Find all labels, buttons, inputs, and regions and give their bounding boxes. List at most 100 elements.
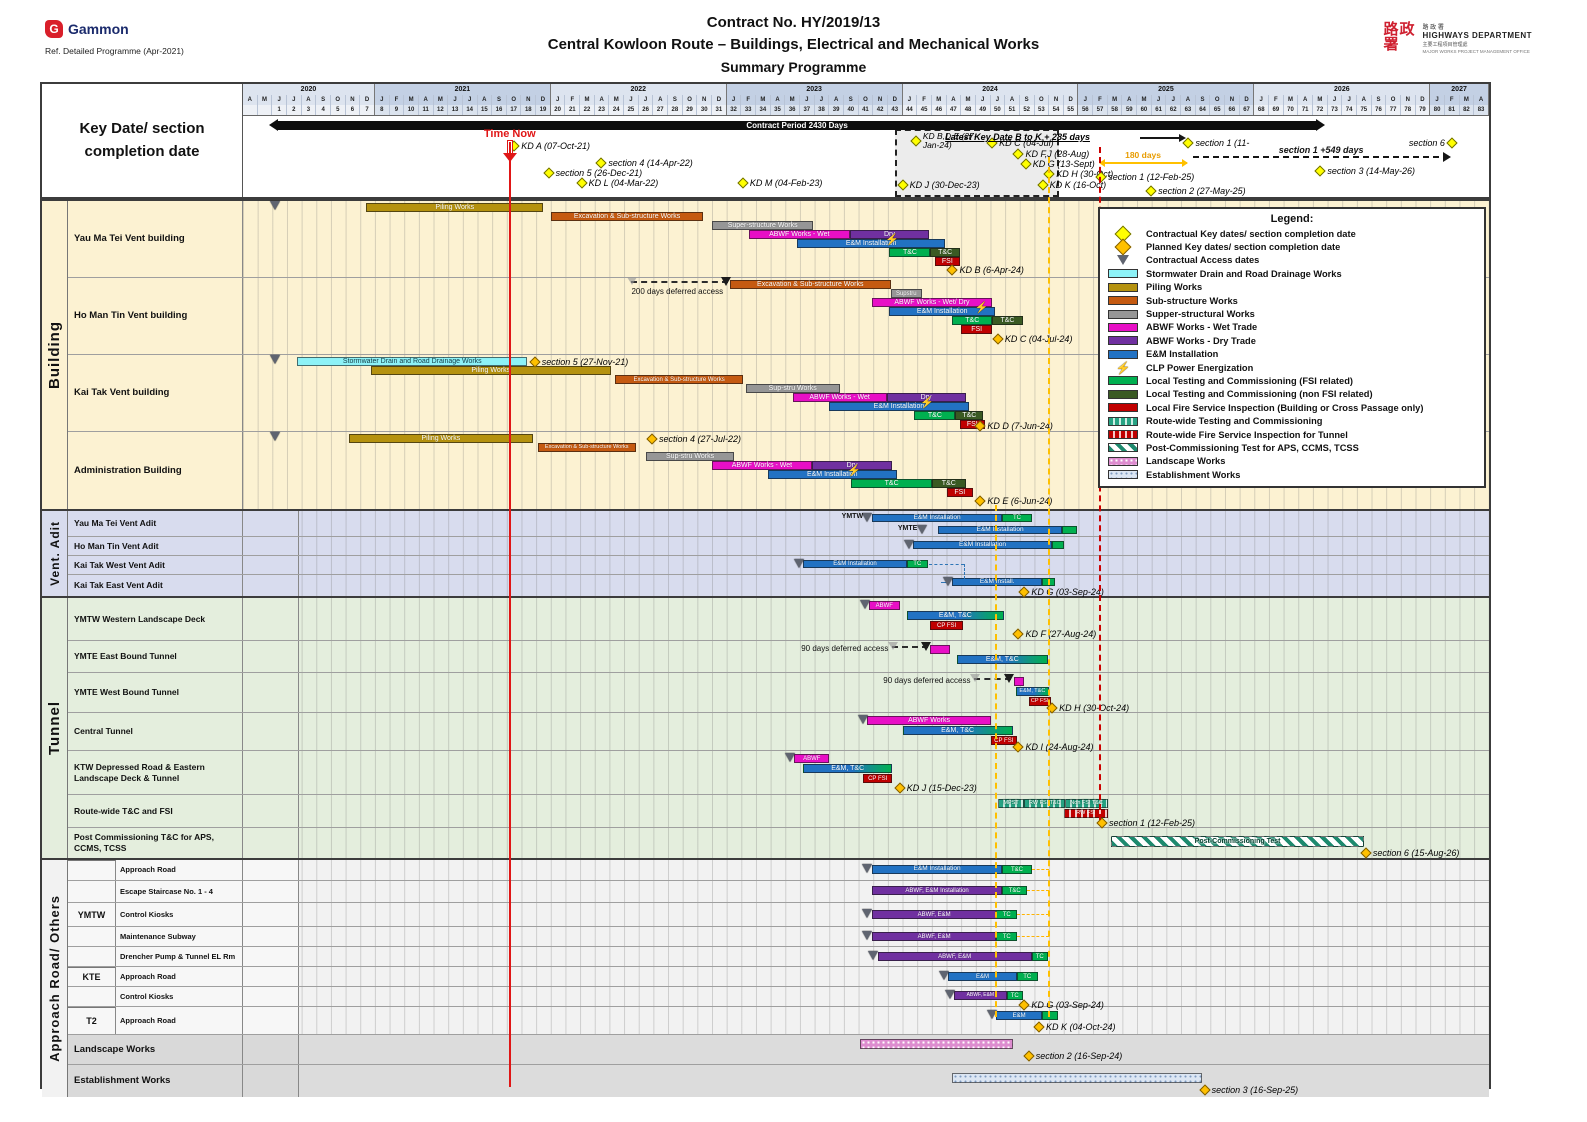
number-cell: 7	[365, 107, 369, 113]
month-cell: J	[1430, 95, 1445, 105]
row-chart-area: ABWF Works E&M, T&C CP FSI KD I (24-Aug-24)	[243, 713, 1489, 753]
number-cell: 3	[302, 105, 317, 115]
group-label-cell: T2	[68, 1007, 116, 1034]
gantt-bar-tc2: T&C	[930, 248, 960, 257]
milestone-label: KD G (03-Sep-24)	[1031, 587, 1104, 597]
legend-label: ABWF Works - Wet Trade	[1146, 322, 1258, 333]
legend-item: Landscape Works	[1108, 455, 1476, 468]
bar-label: MPST	[1003, 799, 1019, 806]
gantt-bar-dry: Dry	[811, 461, 893, 470]
bar-label: ABWF	[875, 602, 893, 609]
bar-label: T&C	[962, 412, 977, 419]
number-cell: 72	[1313, 105, 1328, 115]
gantt-row: YMTE West Bound Tunnel 90 days deferred a…	[68, 673, 1489, 714]
bar-label: Post-Commissioning Test	[1194, 838, 1281, 845]
deferred-access-label: 200 days deferred access	[631, 287, 724, 296]
legend-label: Stormwater Drain and Road Drainage Works	[1146, 268, 1342, 279]
milestone-label: KD A (07-Oct-21)	[521, 141, 591, 151]
number-cell: 73	[1328, 105, 1343, 115]
month-cell: D	[1244, 97, 1249, 103]
gantt-row: Establishment Works section 3 (16-Sep-25)	[68, 1065, 1489, 1097]
bar-label: E&M Installation	[873, 403, 925, 410]
milestone-diamond-icon	[1360, 847, 1372, 859]
month-cell: M	[1108, 95, 1123, 105]
row-chart-area: Post-Commissioning Test section 6 (15-Aug…	[243, 828, 1489, 859]
milestone-diamond-icon	[992, 333, 1004, 345]
time-now-arrow-icon	[502, 140, 517, 162]
row-label: YMTE East Bound Tunnel	[68, 641, 243, 672]
milestone-label: KD G (13-Sept)	[1032, 159, 1095, 169]
gantt-row: KTE Approach Road E&M TC	[68, 967, 1489, 987]
number-cell: 45	[917, 105, 932, 115]
gantt-bar-super: Supstru	[890, 289, 922, 298]
row-label: KTW Depressed Road & Eastern Landscape D…	[68, 751, 243, 794]
milestone-label: section 3 (16-Sep-25)	[1211, 1085, 1299, 1095]
number-cell: 66	[1225, 105, 1240, 115]
number-cell: 77	[1386, 105, 1401, 115]
number-cell: 17	[507, 105, 522, 115]
gantt-row: Escape Staircase No. 1 - 4 ABWF, E&M Inst…	[68, 881, 1489, 903]
row-chart-area: E&M Installation T&C	[243, 860, 1489, 880]
planned-milestone: KD I (24-Aug-24)	[1012, 741, 1093, 753]
month-cell: M	[1284, 95, 1299, 105]
gantt-bar-dry: ABWF, E&M	[953, 991, 1007, 1000]
bar-label: E&M, T&C	[941, 727, 975, 734]
month-cell: M	[609, 95, 625, 105]
legend-swatch-dry	[1108, 336, 1138, 346]
number-cell: 40	[844, 105, 859, 115]
milestone-label: section 3 (14-May-26)	[1327, 166, 1415, 176]
row-label: Control Kiosks	[116, 903, 243, 926]
number-cell: 76	[1372, 105, 1387, 115]
milestone-label: section 4 (27-Jul-22)	[658, 434, 742, 444]
access-date-triangle-icon	[270, 432, 281, 441]
milestone-label: section 4 (14-Apr-22)	[608, 158, 693, 168]
gantt-bar-tc1: TC	[907, 560, 928, 568]
legend-item: Stormwater Drain and Road Drainage Works	[1108, 267, 1476, 280]
bar-label: ABWF Works - Wet	[809, 394, 870, 401]
number-cell: 43	[891, 107, 899, 113]
bar-label: T&C	[965, 317, 980, 324]
legend-item: Establishment Works	[1108, 468, 1476, 481]
bar-label: TC	[1023, 973, 1032, 980]
gantt-bar-wet: ABWF	[868, 601, 900, 610]
contract-number: Contract No. HY/2019/13	[706, 14, 881, 31]
access-date-triangle-icon	[784, 753, 795, 762]
number-cell: 16	[492, 105, 507, 115]
number-cell: 68	[1254, 105, 1270, 115]
bar-label: T&C	[938, 249, 953, 256]
month-cell: D	[1420, 97, 1425, 103]
milestone-diamond-icon	[1198, 1084, 1211, 1096]
legend-swatch-tri-icon	[1117, 255, 1129, 266]
number-cell: 4	[316, 105, 331, 115]
gantt-bar-fsi: FSI	[946, 488, 973, 497]
number-cell	[243, 105, 258, 115]
legend-label: Local Testing and Commissioning (non FSI…	[1146, 389, 1373, 400]
gantt-bar-fsi: CP FSI	[863, 774, 893, 783]
annotation-text: Latest Key Date B to K + 285 days	[945, 132, 1090, 142]
month-cell: D	[892, 97, 897, 103]
gantt-bar-rwtc: Non FSI T&C	[1065, 799, 1108, 808]
gantt-bar-tc1: T&C	[1002, 886, 1028, 895]
planned-milestone: KD E (6-Jun-24)	[974, 495, 1052, 507]
planned-milestone: KD G (03-Sep-24)	[1018, 586, 1104, 598]
gantt-bar-super: Super-structure Works	[712, 221, 814, 230]
milestone-diamond-icon	[1012, 741, 1025, 753]
month-cell: S	[844, 95, 859, 105]
gantt-bar-wet	[930, 645, 950, 654]
bar-label: T&C	[1000, 317, 1015, 324]
milestone-label: KD H (30-Oct-24)	[1059, 703, 1130, 713]
row-label: Establishment Works	[68, 1065, 243, 1097]
bar-label: T&C	[902, 249, 917, 256]
number-cell: 48	[961, 105, 976, 115]
planned-milestone: KD B (6-Apr-24)	[946, 264, 1024, 276]
milestone-diamond-icon	[910, 135, 922, 147]
legend-label: Sub-structure Works	[1146, 295, 1238, 306]
row-label: Landscape Works	[68, 1035, 243, 1064]
bar-label: T&C	[884, 480, 899, 487]
legend-label: Contractual Key dates/ section completio…	[1146, 228, 1356, 239]
bar-label: ABWF, E&M	[917, 933, 951, 940]
year-header-2024: 2024	[902, 84, 1079, 95]
gantt-bar-wet: ABWF Works - Wet	[712, 461, 812, 470]
number-cell: 25	[624, 105, 639, 115]
annotation-text: YMTE	[897, 525, 918, 532]
